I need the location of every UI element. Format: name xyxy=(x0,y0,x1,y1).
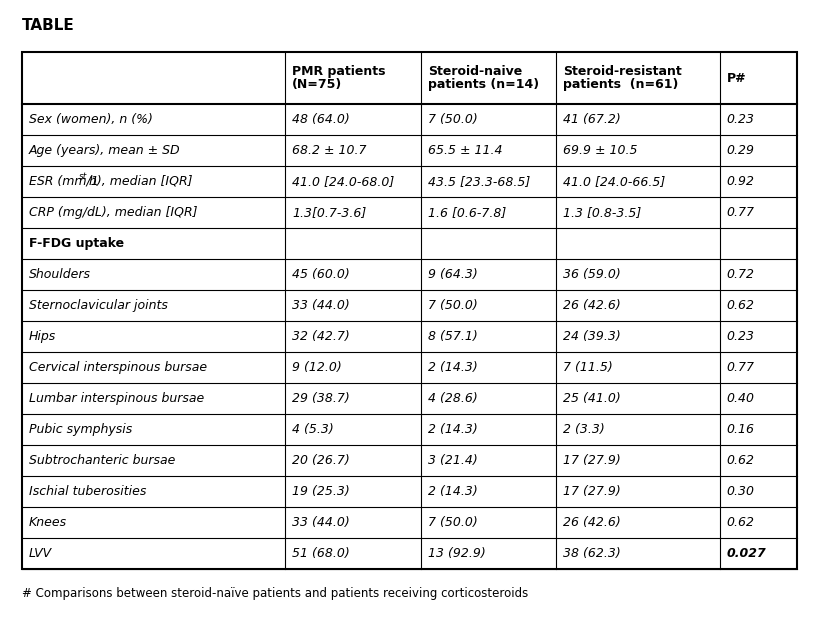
Text: 9 (12.0): 9 (12.0) xyxy=(292,361,342,374)
Text: 0.16: 0.16 xyxy=(726,423,754,436)
Text: 65.5 ± 11.4: 65.5 ± 11.4 xyxy=(428,144,502,157)
Text: patients (n=14): patients (n=14) xyxy=(428,78,539,91)
Text: 0.23: 0.23 xyxy=(726,330,754,343)
Text: 4 (28.6): 4 (28.6) xyxy=(428,392,477,405)
Text: 2 (3.3): 2 (3.3) xyxy=(563,423,605,436)
Text: 2 (14.3): 2 (14.3) xyxy=(428,423,477,436)
Text: 45 (60.0): 45 (60.0) xyxy=(292,268,350,281)
Text: Lumbar interspinous bursae: Lumbar interspinous bursae xyxy=(29,392,204,405)
Text: h), median [IQR]: h), median [IQR] xyxy=(89,175,192,188)
Text: Sex (women), n (%): Sex (women), n (%) xyxy=(29,113,153,126)
Text: P#: P# xyxy=(726,71,746,85)
Text: 17 (27.9): 17 (27.9) xyxy=(563,485,621,498)
Text: 2 (14.3): 2 (14.3) xyxy=(428,361,477,374)
Text: patients  (n=61): patients (n=61) xyxy=(563,78,679,91)
Text: 0.62: 0.62 xyxy=(726,299,754,312)
Text: Ischial tuberosities: Ischial tuberosities xyxy=(29,485,147,498)
Text: 51 (68.0): 51 (68.0) xyxy=(292,547,350,560)
Text: st: st xyxy=(79,172,88,181)
Text: 3 (21.4): 3 (21.4) xyxy=(428,454,477,467)
Text: Cervical interspinous bursae: Cervical interspinous bursae xyxy=(29,361,207,374)
Text: 0.62: 0.62 xyxy=(726,454,754,467)
Text: 36 (59.0): 36 (59.0) xyxy=(563,268,621,281)
Text: F-FDG uptake: F-FDG uptake xyxy=(29,237,124,250)
Text: 7 (50.0): 7 (50.0) xyxy=(428,113,477,126)
Text: Pubic symphysis: Pubic symphysis xyxy=(29,423,132,436)
Text: 0.72: 0.72 xyxy=(726,268,754,281)
Text: 19 (25.3): 19 (25.3) xyxy=(292,485,350,498)
Text: Sternoclavicular joints: Sternoclavicular joints xyxy=(29,299,168,312)
Text: 0.92: 0.92 xyxy=(726,175,754,188)
Text: 20 (26.7): 20 (26.7) xyxy=(292,454,350,467)
Text: 7 (50.0): 7 (50.0) xyxy=(428,516,477,529)
Text: 0.027: 0.027 xyxy=(726,547,767,560)
Text: Shoulders: Shoulders xyxy=(29,268,91,281)
Text: PMR patients: PMR patients xyxy=(292,65,386,78)
Text: 26 (42.6): 26 (42.6) xyxy=(563,299,621,312)
Bar xyxy=(22,52,797,569)
Text: 69.9 ± 10.5: 69.9 ± 10.5 xyxy=(563,144,638,157)
Text: 0.62: 0.62 xyxy=(726,516,754,529)
Text: Subtrochanteric bursae: Subtrochanteric bursae xyxy=(29,454,175,467)
Text: 33 (44.0): 33 (44.0) xyxy=(292,299,350,312)
Text: 24 (39.3): 24 (39.3) xyxy=(563,330,621,343)
Text: 41.0 [24.0-68.0]: 41.0 [24.0-68.0] xyxy=(292,175,395,188)
Text: Steroid-naive: Steroid-naive xyxy=(428,65,522,78)
Text: 41.0 [24.0-66.5]: 41.0 [24.0-66.5] xyxy=(563,175,666,188)
Text: 33 (44.0): 33 (44.0) xyxy=(292,516,350,529)
Text: 17 (27.9): 17 (27.9) xyxy=(563,454,621,467)
Text: Knees: Knees xyxy=(29,516,67,529)
Text: 0.23: 0.23 xyxy=(726,113,754,126)
Text: 1.6 [0.6-7.8]: 1.6 [0.6-7.8] xyxy=(428,206,506,219)
Text: (N=75): (N=75) xyxy=(292,78,342,91)
Text: TABLE: TABLE xyxy=(22,18,75,33)
Text: Hips: Hips xyxy=(29,330,57,343)
Text: 0.29: 0.29 xyxy=(726,144,754,157)
Text: 32 (42.7): 32 (42.7) xyxy=(292,330,350,343)
Text: 0.77: 0.77 xyxy=(726,206,754,219)
Text: 7 (50.0): 7 (50.0) xyxy=(428,299,477,312)
Text: 0.30: 0.30 xyxy=(726,485,754,498)
Text: 1.3 [0.8-3.5]: 1.3 [0.8-3.5] xyxy=(563,206,641,219)
Text: 29 (38.7): 29 (38.7) xyxy=(292,392,350,405)
Text: 0.77: 0.77 xyxy=(726,361,754,374)
Text: 43.5 [23.3-68.5]: 43.5 [23.3-68.5] xyxy=(428,175,530,188)
Text: 0.40: 0.40 xyxy=(726,392,754,405)
Text: 8 (57.1): 8 (57.1) xyxy=(428,330,477,343)
Text: 41 (67.2): 41 (67.2) xyxy=(563,113,621,126)
Text: 25 (41.0): 25 (41.0) xyxy=(563,392,621,405)
Text: 68.2 ± 10.7: 68.2 ± 10.7 xyxy=(292,144,367,157)
Text: 4 (5.3): 4 (5.3) xyxy=(292,423,334,436)
Text: 7 (11.5): 7 (11.5) xyxy=(563,361,613,374)
Text: LVV: LVV xyxy=(29,547,52,560)
Text: 1.3[0.7-3.6]: 1.3[0.7-3.6] xyxy=(292,206,367,219)
Text: 38 (62.3): 38 (62.3) xyxy=(563,547,621,560)
Text: 13 (92.9): 13 (92.9) xyxy=(428,547,486,560)
Text: Age (years), mean ± SD: Age (years), mean ± SD xyxy=(29,144,181,157)
Text: Steroid-resistant: Steroid-resistant xyxy=(563,65,682,78)
Text: 9 (64.3): 9 (64.3) xyxy=(428,268,477,281)
Text: # Comparisons between steroid-naïve patients and patients receiving corticostero: # Comparisons between steroid-naïve pati… xyxy=(22,587,528,600)
Text: 26 (42.6): 26 (42.6) xyxy=(563,516,621,529)
Text: ESR (mm/1: ESR (mm/1 xyxy=(29,175,99,188)
Text: CRP (mg/dL), median [IQR]: CRP (mg/dL), median [IQR] xyxy=(29,206,197,219)
Text: 2 (14.3): 2 (14.3) xyxy=(428,485,477,498)
Text: 48 (64.0): 48 (64.0) xyxy=(292,113,350,126)
